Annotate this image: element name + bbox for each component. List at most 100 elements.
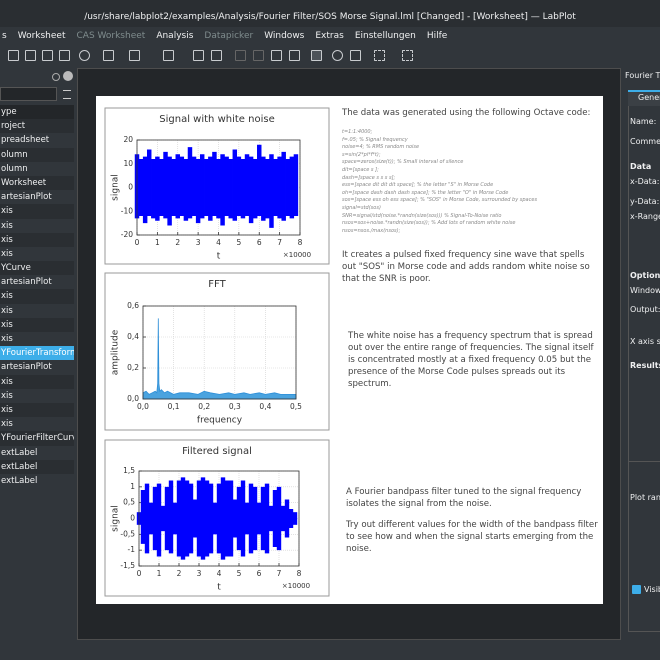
tree-item[interactable]: extLabel <box>1 447 38 458</box>
menu-item[interactable]: s <box>2 31 7 41</box>
paragraph: A Fourier bandpass filter tuned to the s… <box>346 487 582 509</box>
tool-button[interactable] <box>289 50 300 61</box>
x-tick-label: 0,2 <box>198 402 210 411</box>
x-tick-label: 3 <box>196 238 201 247</box>
close-button[interactable] <box>63 71 73 81</box>
tool-button <box>253 50 264 61</box>
y-tick-label: 0 <box>130 514 135 523</box>
axes-box <box>138 470 300 567</box>
menu-item[interactable]: Einstellungen <box>354 31 416 41</box>
code-line: s=sin(2*pi*f*t); <box>342 151 381 158</box>
menu-item[interactable]: Analysis <box>156 31 194 41</box>
tool-button[interactable] <box>8 50 19 61</box>
code-line: t=1:1:4000; <box>342 129 373 135</box>
tool-button[interactable] <box>129 50 140 61</box>
tree-item[interactable]: olumn <box>1 163 28 174</box>
tree-item[interactable]: xis <box>1 334 13 344</box>
tree-item[interactable]: YCurve <box>0 261 74 276</box>
tool-button[interactable] <box>79 50 90 61</box>
tab-label[interactable]: Genera <box>638 93 660 102</box>
tool-button <box>235 50 246 61</box>
tree-item[interactable]: xis <box>1 390 13 401</box>
tree-item[interactable]: xis <box>0 232 74 247</box>
property-label: X axis sca <box>630 337 660 346</box>
tree-item[interactable]: artesianPlot <box>1 362 52 373</box>
paragraph: Try out different values for the width o… <box>346 520 598 554</box>
tree-item[interactable]: YFourierFilterCurve <box>0 431 74 446</box>
separator <box>628 461 660 462</box>
x-multiplier: ×10000 <box>283 251 311 259</box>
x-tick-label: 6 <box>257 238 262 247</box>
tool-button[interactable] <box>350 50 361 61</box>
tool-button[interactable] <box>402 50 413 61</box>
x-tick-label: 0,3 <box>229 402 241 411</box>
tree-item[interactable]: xis <box>0 289 74 304</box>
tool-button[interactable] <box>211 50 222 61</box>
tree-item[interactable]: xis <box>0 317 74 332</box>
code-line: signal=std(sos) <box>342 204 381 211</box>
plot-title: Filtered signal <box>182 446 252 457</box>
tree-item[interactable]: roject <box>0 119 74 134</box>
tree-item[interactable]: preadsheet <box>1 135 50 146</box>
x-tick-label: 0,1 <box>168 402 180 411</box>
property-label: Plot rang <box>630 493 660 502</box>
tree-item[interactable]: artesianPlot <box>1 192 52 203</box>
filter-button[interactable] <box>63 90 71 99</box>
property-label: Results: <box>630 361 660 370</box>
x-tick-label: 8 <box>297 569 302 578</box>
tool-button[interactable] <box>271 50 282 61</box>
x-tick-label: 8 <box>298 238 303 247</box>
tab[interactable] <box>628 90 660 106</box>
x-tick-label: 0,5 <box>290 402 302 411</box>
tool-button[interactable] <box>59 50 70 61</box>
tree-item[interactable]: extLabel <box>1 475 38 486</box>
x-tick-label: 1 <box>155 238 160 247</box>
tree-item[interactable]: artesianPlot <box>1 277 52 288</box>
tool-button[interactable] <box>163 50 174 61</box>
tool-button[interactable] <box>311 50 322 61</box>
code-line: nsos=sos+noise.*randn(size(sos)); % Add … <box>342 220 516 227</box>
code-line: sos=[space ess oh ess space]; % "SOS" in… <box>342 197 538 204</box>
property-label: x-Range: <box>630 212 660 221</box>
tree-item[interactable]: extLabel <box>0 459 74 474</box>
tool-button[interactable] <box>103 50 114 61</box>
tree-item[interactable]: xis <box>1 419 13 430</box>
x-tick-label: 5 <box>237 569 242 578</box>
tree-item[interactable]: xis <box>1 248 13 259</box>
tree-item[interactable]: xis <box>1 220 13 231</box>
menu-item[interactable]: Hilfe <box>426 31 448 41</box>
y-tick-label: 10 <box>123 159 133 168</box>
tool-button[interactable] <box>332 50 343 61</box>
tree-item[interactable]: Worksheet <box>0 175 74 191</box>
plot-title: FFT <box>208 279 226 290</box>
menu-item[interactable]: Windows <box>264 31 305 41</box>
search-field[interactable] <box>0 87 57 101</box>
checkbox[interactable] <box>632 585 641 594</box>
tool-button[interactable] <box>193 50 204 61</box>
properties-dock: Fourier Tra Genera Visib Name: Commen Data… <box>622 68 660 640</box>
tool-button[interactable] <box>25 50 36 61</box>
property-label: Name: <box>630 117 657 126</box>
tool-button[interactable] <box>374 50 385 61</box>
y-axis-label: signal <box>111 174 121 201</box>
checkbox-label[interactable]: Visib <box>644 585 660 594</box>
code-line: f=.05; % Signal frequency <box>342 136 408 143</box>
y-tick-label: 0,6 <box>127 301 139 310</box>
x-tick-label: 6 <box>257 569 262 578</box>
tool-button[interactable] <box>42 50 53 61</box>
tree-item[interactable]: YFourierTransformCurv <box>0 346 74 361</box>
tree-item[interactable]: xis <box>0 402 74 418</box>
tree-item[interactable]: xis <box>0 374 74 389</box>
tree-item[interactable]: xis <box>0 204 74 219</box>
x-tick-label: 3 <box>197 569 202 578</box>
y-tick-label: -1,5 <box>120 561 135 570</box>
code-line: noise=4; % RMS random noise <box>342 144 420 151</box>
float-button[interactable] <box>52 73 60 81</box>
tree-item[interactable]: xis <box>1 305 13 316</box>
tree-item[interactable]: olumn <box>0 147 74 162</box>
x-tick-label: 2 <box>175 238 180 247</box>
menu-item[interactable]: Extras <box>315 31 344 41</box>
x-tick-label: 7 <box>277 569 282 578</box>
menu-item[interactable]: Worksheet <box>17 31 66 41</box>
paragraph: The white noise has a frequency spectrum… <box>348 331 594 389</box>
